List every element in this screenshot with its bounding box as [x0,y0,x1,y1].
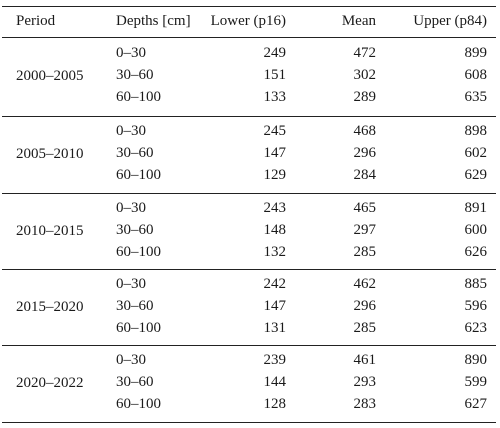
mean-cell: 472 [353,45,377,61]
depth-cell: 30–60 [116,298,154,314]
depth-cell: 60–100 [116,396,161,412]
table-row: 60–100 128 283 627 [0,393,500,415]
depth-cell: 30–60 [116,145,154,161]
upper-cell: 599 [464,374,488,390]
table-row: 0–30 249 472 899 [0,42,500,64]
upper-cell: 600 [464,222,488,238]
upper-cell: 890 [464,352,488,368]
table-row: 60–100 131 285 623 [0,317,500,339]
depth-cell: 0–30 [116,45,146,61]
mean-cell: 461 [353,352,377,368]
depth-cell: 30–60 [116,222,154,238]
lower-cell: 148 [263,222,287,238]
upper-cell: 635 [464,89,488,105]
upper-cell: 623 [464,320,488,336]
depth-cell: 0–30 [116,352,146,368]
lower-cell: 133 [263,89,287,105]
table-row: 60–100 133 289 635 [0,86,500,108]
depth-cell: 0–30 [116,200,146,216]
upper-cell: 891 [464,200,488,216]
lower-cell: 147 [263,298,287,314]
upper-cell: 608 [464,67,488,83]
period-label: 2010–2015 [16,223,84,239]
lower-cell: 242 [263,276,287,292]
lower-cell: 132 [263,244,287,260]
depth-cell: 0–30 [116,123,146,139]
header-mean: Mean [341,13,376,29]
group-rule [2,193,496,194]
group-rule [2,269,496,270]
mean-cell: 297 [353,222,377,238]
top-rule [2,6,496,7]
mean-cell: 465 [353,200,377,216]
mean-cell: 302 [353,67,377,83]
table-row: 30–60 144 293 599 [0,371,500,393]
period-label: 2020–2022 [16,375,84,391]
upper-cell: 898 [464,123,488,139]
table-row: 60–100 132 285 626 [0,241,500,263]
table-row: 0–30 242 462 885 [0,273,500,295]
period-label: 2005–2010 [16,146,84,162]
table-row: 0–30 239 461 890 [0,349,500,371]
group-rule [2,345,496,346]
upper-cell: 899 [464,45,488,61]
lower-cell: 147 [263,145,287,161]
lower-cell: 249 [263,45,287,61]
header-lower: Lower (p16) [210,13,286,29]
mean-cell: 296 [353,298,377,314]
bottom-rule [2,422,496,423]
depth-cell: 60–100 [116,320,161,336]
group-rule [2,116,496,117]
mean-cell: 283 [353,396,377,412]
header-depths: Depths [cm] [116,13,191,29]
upper-cell: 626 [464,244,488,260]
mean-cell: 468 [353,123,377,139]
lower-cell: 151 [263,67,287,83]
lower-cell: 239 [263,352,287,368]
depth-cell: 30–60 [116,67,154,83]
table-row: 0–30 243 465 891 [0,197,500,219]
table-row: 0–30 245 468 898 [0,120,500,142]
mean-cell: 289 [353,89,377,105]
lower-cell: 128 [263,396,287,412]
mean-cell: 296 [353,145,377,161]
depth-cell: 60–100 [116,89,161,105]
lower-cell: 245 [263,123,287,139]
mean-cell: 285 [353,320,377,336]
table-row: 30–60 147 296 602 [0,142,500,164]
upper-cell: 627 [464,396,488,412]
header-upper: Upper (p84) [413,13,487,29]
period-label: 2000–2005 [16,68,84,84]
upper-cell: 885 [464,276,488,292]
mean-cell: 293 [353,374,377,390]
table-row: 30–60 148 297 600 [0,219,500,241]
depth-cell: 30–60 [116,374,154,390]
mean-cell: 284 [353,167,377,183]
depth-cell: 0–30 [116,276,146,292]
lower-cell: 129 [263,167,287,183]
mean-cell: 462 [353,276,377,292]
header-rule [2,37,496,38]
table-row: 60–100 129 284 629 [0,164,500,186]
table-row: 30–60 151 302 608 [0,64,500,86]
upper-cell: 629 [464,167,488,183]
lower-cell: 144 [263,374,287,390]
table-row: 30–60 147 296 596 [0,295,500,317]
header-period: Period [16,13,56,29]
upper-cell: 596 [464,298,488,314]
lower-cell: 131 [263,320,287,336]
mean-cell: 285 [353,244,377,260]
depth-cell: 60–100 [116,167,161,183]
lower-cell: 243 [263,200,287,216]
depth-cell: 60–100 [116,244,161,260]
upper-cell: 602 [464,145,488,161]
period-label: 2015–2020 [16,299,84,315]
